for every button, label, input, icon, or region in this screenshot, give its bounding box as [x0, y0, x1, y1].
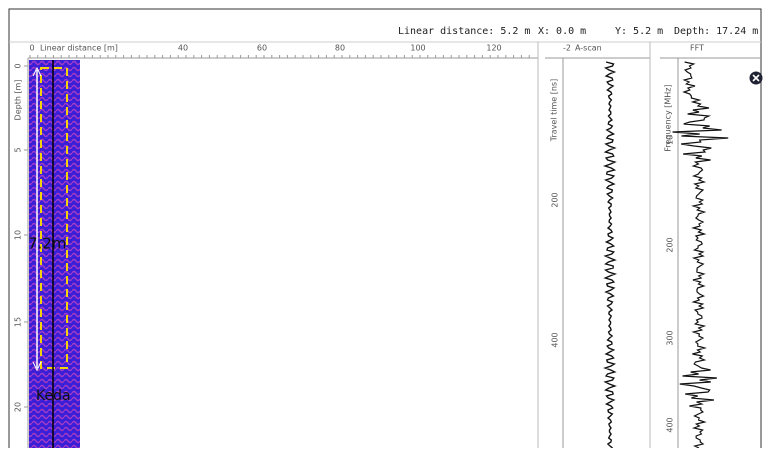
ascan-y-title: Travel time [ns] — [550, 79, 559, 142]
x-tick-label: 40 — [178, 44, 188, 53]
y-tick-label: 15 — [14, 317, 23, 327]
annotation-label: Keda — [36, 388, 71, 404]
status-depth: Depth: 17.24 m — [674, 26, 758, 37]
annotation-length: 7.2m — [28, 235, 66, 253]
x-tick-label: 60 — [257, 44, 267, 53]
x-tick-label: 120 — [486, 44, 501, 53]
y-axis-title: Depth [m] — [14, 80, 23, 121]
x-tick-label: 80 — [335, 44, 345, 53]
y-tick-label: 0 — [14, 63, 23, 68]
ascan-y-tick: 200 — [551, 192, 560, 207]
fft-y-tick: 300 — [666, 330, 675, 345]
status-linear-distance: Linear distance: 5.2 m — [398, 26, 530, 37]
ascan-y-tick: 400 — [551, 332, 560, 347]
fft-y-tick: 200 — [666, 237, 675, 252]
y-tick-label: 20 — [14, 402, 23, 412]
fft-y-tick: 10 — [666, 135, 675, 145]
x-tick-label: 100 — [410, 44, 425, 53]
y-tick-label: 10 — [14, 230, 23, 240]
status-y: Y: 5.2 m — [615, 26, 663, 37]
fft-title: FFT — [690, 44, 704, 53]
ascan-title: A-scan — [575, 44, 602, 53]
ascan-x-tick: -2 — [563, 44, 571, 53]
status-x: X: 0.0 m — [538, 26, 586, 37]
fft-y-tick: 400 — [666, 417, 675, 432]
close-button[interactable] — [750, 72, 763, 85]
y-tick-label: 5 — [14, 147, 23, 152]
x-tick-label: 0 — [29, 44, 34, 53]
gpr-viewer: Linear distance: 5.2 m X: 0.0 m Y: 5.2 m… — [0, 0, 768, 448]
window-frame — [9, 9, 761, 448]
x-axis-title: Linear distance [m] — [40, 44, 118, 53]
